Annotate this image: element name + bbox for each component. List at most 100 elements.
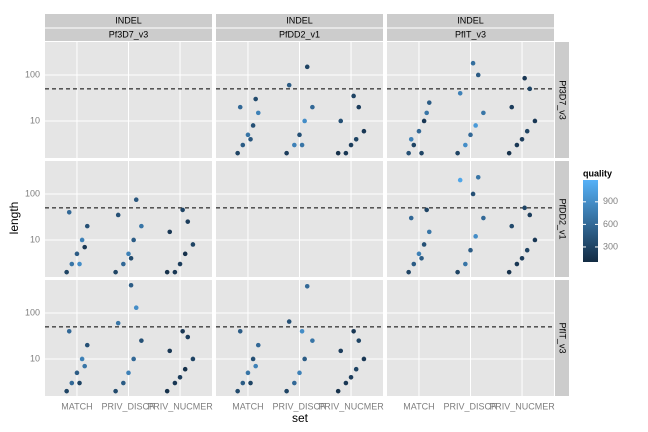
- point: [255, 342, 261, 348]
- point: [310, 104, 315, 110]
- point: [128, 256, 134, 261]
- point: [167, 348, 173, 354]
- point: [79, 237, 85, 243]
- point: [82, 244, 87, 250]
- point: [348, 375, 354, 380]
- point: [245, 370, 251, 376]
- point: [126, 370, 131, 376]
- point: [121, 380, 126, 386]
- y-axis-title: length: [7, 202, 21, 235]
- point: [131, 237, 136, 243]
- point: [475, 175, 481, 180]
- point: [115, 212, 121, 218]
- strip-bg: [555, 42, 569, 158]
- point: [299, 142, 305, 148]
- point: [69, 380, 75, 386]
- point: [286, 82, 292, 88]
- legend-title: quality: [583, 168, 612, 178]
- point: [121, 261, 126, 267]
- point: [302, 118, 307, 124]
- point: [248, 137, 253, 142]
- point: [343, 380, 349, 386]
- point: [164, 388, 170, 394]
- point: [64, 388, 69, 394]
- point: [468, 247, 473, 253]
- point: [310, 338, 315, 343]
- point: [419, 256, 424, 261]
- point: [481, 215, 486, 221]
- point: [470, 191, 476, 197]
- strip-bg: [555, 280, 569, 396]
- point: [250, 356, 256, 362]
- point: [253, 363, 258, 369]
- x-tick-label: PRIV_DISCR: [272, 401, 327, 411]
- point: [139, 338, 144, 343]
- point: [506, 150, 512, 156]
- y-tick-label: 100: [25, 69, 40, 79]
- point: [74, 251, 80, 257]
- point: [351, 328, 356, 334]
- point: [69, 261, 75, 267]
- point: [77, 261, 82, 267]
- point: [475, 72, 481, 78]
- point: [113, 388, 118, 394]
- point: [419, 150, 424, 156]
- point: [426, 100, 432, 105]
- point: [185, 334, 191, 340]
- point: [284, 150, 289, 156]
- point: [182, 366, 188, 372]
- strip-label: PfIT_v3: [455, 29, 486, 39]
- point: [408, 215, 414, 221]
- point: [514, 261, 520, 267]
- legend-label: 300: [603, 241, 618, 251]
- point: [185, 219, 191, 224]
- point: [348, 142, 354, 148]
- colorbar: [583, 180, 598, 262]
- point: [353, 366, 359, 372]
- strip-label: PfDD2_v1: [279, 29, 320, 39]
- point: [172, 380, 178, 386]
- x-tick-label: PRIV_NUCMER: [318, 401, 384, 411]
- point: [519, 256, 525, 261]
- point: [424, 207, 429, 213]
- point: [299, 328, 305, 334]
- strip-label: PfIT_v3: [558, 322, 568, 353]
- point: [532, 118, 538, 124]
- point: [177, 261, 183, 267]
- point: [338, 348, 344, 354]
- point: [406, 150, 411, 156]
- point: [356, 338, 362, 343]
- point: [527, 212, 533, 218]
- point: [416, 251, 422, 257]
- point: [248, 380, 253, 386]
- point: [463, 261, 468, 267]
- point: [406, 269, 411, 275]
- point: [304, 283, 310, 289]
- point: [335, 150, 341, 156]
- x-tick-label: PRIV_NUCMER: [489, 401, 555, 411]
- point: [128, 282, 134, 288]
- point: [292, 142, 297, 148]
- point: [139, 223, 144, 229]
- point: [190, 356, 196, 362]
- x-tick-label: MATCH: [403, 401, 434, 411]
- point: [411, 261, 417, 267]
- strip-label: INDEL: [457, 15, 484, 25]
- point: [66, 209, 72, 215]
- point: [421, 242, 427, 247]
- point: [84, 342, 90, 348]
- point: [237, 328, 243, 334]
- point: [292, 380, 297, 386]
- point: [297, 370, 302, 376]
- point: [235, 150, 240, 156]
- strip-label: Pf3D7_v3: [558, 80, 568, 120]
- point: [522, 75, 527, 81]
- point: [235, 388, 240, 394]
- strip-label: INDEL: [286, 15, 313, 25]
- point: [113, 269, 118, 275]
- point: [131, 356, 136, 362]
- point: [79, 356, 85, 362]
- x-tick-label: MATCH: [61, 401, 92, 411]
- point: [284, 388, 289, 394]
- y-tick-label: 100: [25, 307, 40, 317]
